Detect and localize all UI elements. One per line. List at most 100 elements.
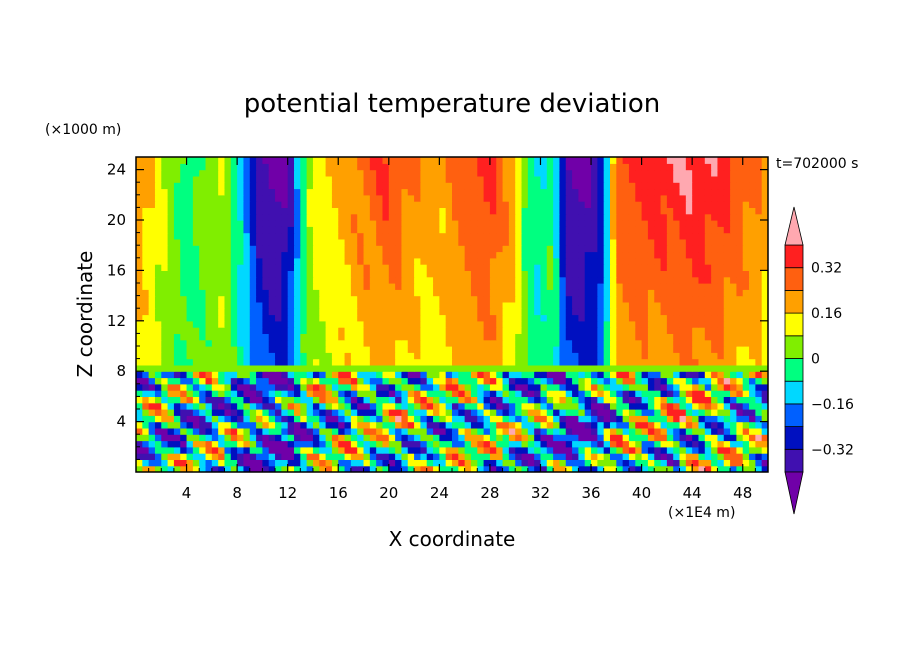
field-cell: [357, 270, 365, 278]
field-cell: [306, 232, 314, 240]
field-cell: [154, 352, 162, 360]
field-cell: [420, 175, 428, 183]
field-cell: [363, 390, 371, 397]
field-cell: [376, 396, 384, 404]
field-cell: [685, 194, 693, 202]
field-cell: [711, 421, 719, 429]
field-cell: [199, 276, 207, 284]
field-cell: [211, 264, 219, 271]
field-cell: [287, 264, 295, 271]
field-cell: [496, 314, 504, 322]
field-cell: [502, 175, 510, 183]
field-cell: [325, 346, 333, 353]
field-cell: [603, 270, 611, 278]
field-cell: [275, 358, 282, 366]
field-cell: [414, 283, 421, 290]
field-cell: [237, 251, 245, 259]
field-cell: [357, 383, 365, 391]
field-cell: [192, 333, 200, 341]
field-cell: [369, 346, 377, 353]
field-cell: [502, 194, 510, 202]
field-cell: [344, 264, 352, 271]
field-cell: [673, 308, 681, 316]
field-cell: [723, 427, 731, 435]
field-cell: [666, 276, 674, 284]
field-cell: [262, 377, 270, 385]
field-cell: [420, 220, 428, 227]
field-cell: [230, 163, 238, 171]
field-cell: [458, 434, 466, 442]
field-cell: [445, 182, 453, 190]
field-cell: [723, 358, 731, 366]
field-cell: [489, 163, 497, 171]
field-cell: [350, 308, 358, 316]
field-cell: [698, 427, 706, 435]
field-cell: [508, 364, 516, 372]
field-cell: [344, 453, 352, 460]
field-cell: [395, 459, 403, 467]
field-cell: [237, 383, 245, 391]
field-cell: [180, 163, 188, 171]
field-cell: [218, 188, 226, 196]
field-cell: [331, 169, 339, 177]
field-cell: [622, 257, 630, 265]
field-cell: [610, 264, 617, 271]
field-cell: [287, 377, 295, 385]
field-cell: [199, 358, 207, 366]
field-cell: [572, 427, 579, 435]
field-cell: [388, 308, 396, 316]
field-cell: [439, 301, 447, 309]
field-cell: [148, 301, 156, 309]
field-cell: [723, 163, 731, 171]
field-cell: [395, 364, 403, 372]
field-cell: [319, 238, 327, 246]
field-cell: [730, 295, 737, 303]
field-cell: [433, 409, 440, 416]
field-cell: [761, 257, 768, 265]
field-cell: [319, 295, 327, 303]
field-cell: [344, 352, 352, 360]
field-cell: [628, 415, 636, 423]
field-cell: [647, 402, 655, 410]
field-cell: [527, 201, 535, 208]
field-cell: [761, 415, 768, 423]
field-cell: [502, 245, 510, 253]
field-cell: [414, 371, 421, 379]
field-cell: [148, 415, 156, 423]
field-cell: [477, 358, 485, 366]
field-cell: [148, 377, 156, 385]
field-cell: [584, 283, 592, 290]
field-cell: [679, 201, 687, 208]
field-cell: [281, 163, 289, 171]
field-cell: [711, 283, 719, 290]
field-cell: [243, 264, 251, 271]
field-cell: [376, 402, 384, 410]
field-cell: [584, 194, 592, 202]
field-cell: [199, 264, 207, 271]
field-cell: [262, 352, 270, 360]
field-cell: [154, 465, 162, 472]
field-cell: [515, 157, 523, 164]
field-cell: [344, 396, 352, 404]
field-cell: [407, 371, 415, 379]
field-cell: [755, 346, 763, 353]
field-cell: [199, 257, 207, 265]
field-cell: [534, 434, 542, 442]
field-cell: [496, 327, 504, 334]
field-cell: [173, 415, 181, 423]
field-cell: [660, 434, 668, 442]
field-cell: [565, 194, 573, 202]
field-cell: [647, 264, 655, 271]
field-cell: [243, 169, 251, 177]
field-cell: [249, 446, 257, 454]
field-cell: [319, 188, 327, 196]
field-cell: [654, 276, 662, 284]
field-cell: [218, 270, 226, 278]
field-cell: [477, 383, 485, 391]
field-cell: [496, 238, 504, 246]
field-cell: [249, 283, 257, 290]
field-cell: [622, 409, 630, 416]
field-cell: [218, 226, 226, 234]
field-cell: [224, 276, 232, 284]
field-cell: [192, 465, 200, 472]
